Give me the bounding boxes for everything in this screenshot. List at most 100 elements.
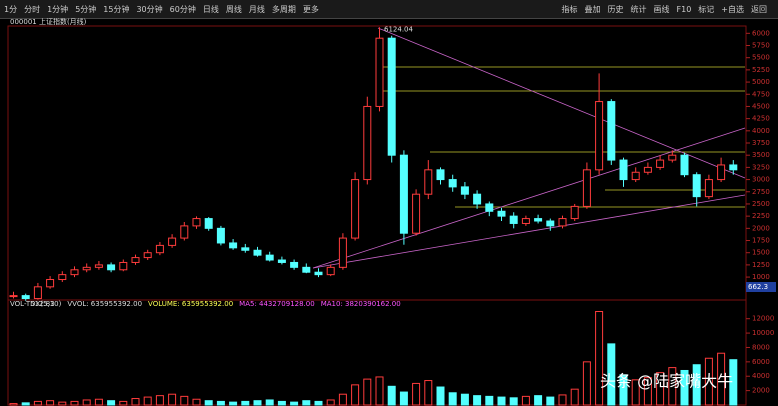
y-tick-label: 5750 [752, 42, 770, 50]
candle-body [643, 166, 652, 173]
volume-bar [363, 378, 372, 406]
y-tick-label: 2000 [752, 224, 770, 232]
volume-bar [607, 343, 616, 406]
y-tick-label: 3750 [752, 139, 770, 147]
volume-tick-label: 12000 [752, 315, 774, 323]
low-label: 512.83 [30, 300, 55, 308]
period-tab[interactable]: 多周期 [271, 5, 296, 14]
volume-bar [351, 384, 360, 406]
candle-body [94, 264, 103, 268]
tool-button[interactable]: +自选 [721, 5, 744, 14]
volume-bar [521, 395, 530, 406]
volume-bar [21, 402, 30, 406]
y-tick-label: 2750 [752, 188, 770, 196]
volume-bar [582, 361, 591, 406]
tool-button[interactable]: 画线 [653, 5, 670, 14]
chart-title: 000001 上证指数(月线) [10, 18, 87, 26]
period-tab[interactable]: 日线 [202, 5, 219, 14]
volume-bar [473, 395, 482, 406]
candle-body [168, 237, 177, 246]
volume-tick-label: 10000 [752, 329, 774, 337]
volume-bar [216, 400, 225, 406]
volume-tick-label: 4000 [752, 372, 770, 380]
volume-bar [460, 393, 469, 406]
y-tick-label: 6000 [752, 29, 770, 37]
y-tick-label: 3250 [752, 163, 770, 171]
y-tick-label: 5500 [752, 54, 770, 62]
candle-body [717, 164, 726, 181]
candle-body [424, 169, 433, 195]
volume-bar [509, 397, 518, 406]
tool-button[interactable]: 标记 [698, 5, 715, 14]
volume-bar [558, 394, 567, 406]
period-tab[interactable]: 5分钟 [75, 5, 97, 14]
candle-body [216, 227, 225, 244]
candle-body [229, 242, 238, 249]
tool-button[interactable]: 叠加 [584, 5, 601, 14]
candle-body [33, 286, 42, 300]
candle-body [131, 257, 140, 263]
volume-bar [168, 393, 177, 406]
level-lines [380, 66, 745, 208]
volume-bar [253, 400, 262, 406]
volume-bar [485, 395, 494, 406]
volume-bar [46, 400, 55, 406]
volume-bar [180, 395, 189, 406]
tool-button[interactable]: F10 [676, 5, 692, 14]
period-tab[interactable]: 月线 [248, 5, 265, 14]
period-tab[interactable]: 周线 [225, 5, 242, 14]
candle-body [412, 193, 421, 234]
volume-bar [436, 386, 445, 406]
volume-bar [70, 400, 79, 406]
volume-bar [668, 367, 677, 406]
volume-tick-label: 6000 [752, 358, 770, 366]
candle-body [558, 218, 567, 227]
volume-bar [656, 372, 665, 406]
volume-bar [497, 396, 506, 406]
candle-body [351, 179, 360, 239]
candle-body [509, 215, 518, 224]
volume-bar [534, 395, 543, 406]
toolbar: 1分 分时 1分钟 5分钟 15分钟 30分钟 60分钟 日线 周线 月线 多周期 更多 指标 叠加 历史… [0, 0, 778, 19]
period-tab[interactable]: 1分钟 [47, 5, 69, 14]
price-box [746, 282, 776, 292]
candle-body [155, 244, 164, 254]
candle-body [107, 264, 116, 271]
candle-body [70, 269, 79, 276]
candle-body [338, 237, 347, 268]
candle-body [497, 210, 506, 217]
period-tab[interactable]: 分时 [24, 5, 41, 14]
candle-body [387, 37, 396, 156]
volume-bar [290, 401, 299, 406]
volume-bar [412, 382, 421, 406]
volume-bar [229, 401, 238, 406]
candle-body [253, 249, 262, 256]
y-tick-label: 5000 [752, 78, 770, 86]
volume-bar [424, 380, 433, 406]
volume-bar [9, 403, 18, 406]
tool-button[interactable]: 指标 [561, 5, 578, 14]
period-tab[interactable]: 更多 [302, 5, 319, 14]
tool-button[interactable]: 历史 [607, 5, 624, 14]
y-tick-label: 4500 [752, 102, 770, 110]
volume-bar [546, 396, 555, 406]
volume-bar [680, 369, 689, 406]
volume-bar [241, 400, 250, 406]
volume-bar [155, 395, 164, 406]
period-tab[interactable]: 1分 [4, 5, 18, 14]
period-tab[interactable]: 30分钟 [136, 5, 163, 14]
volume-bar [302, 400, 311, 406]
tool-button[interactable]: 返回 [751, 5, 767, 14]
peak-label: 6124.04 [384, 25, 413, 33]
volume-bar [387, 385, 396, 406]
volume-bar [643, 377, 652, 406]
volume-bar [107, 400, 116, 406]
candle-body [241, 247, 250, 251]
candle-body [192, 218, 201, 227]
y-tick-label: 1500 [752, 249, 770, 257]
candle-body [265, 254, 274, 261]
period-tab[interactable]: 15分钟 [103, 5, 130, 14]
period-tab[interactable]: 60分钟 [169, 5, 196, 14]
tool-button[interactable]: 统计 [630, 5, 647, 14]
